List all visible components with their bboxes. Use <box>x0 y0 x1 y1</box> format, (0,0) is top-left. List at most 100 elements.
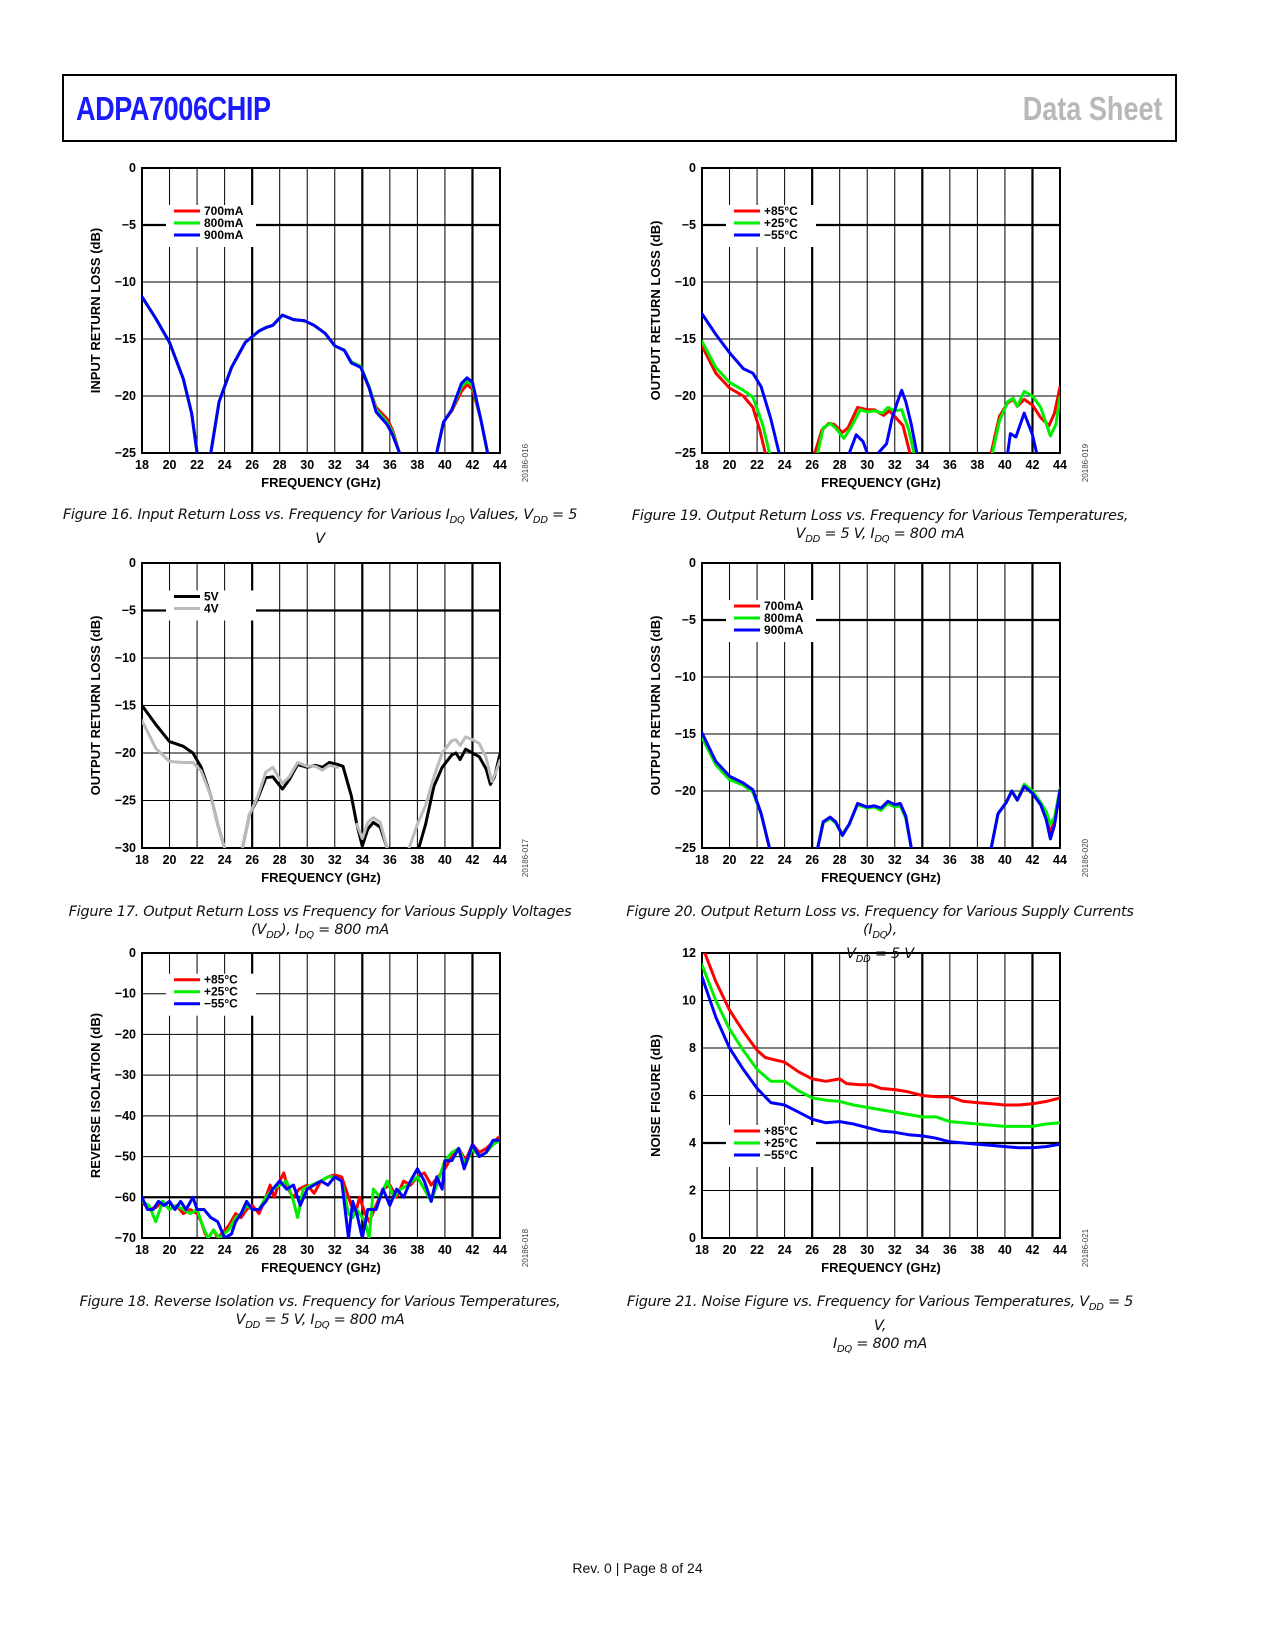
x-tick-label: 40 <box>998 458 1012 472</box>
caption-subscript: DD <box>1088 1301 1104 1313</box>
caption-line-1: Figure 16. Input Return Loss vs. Frequen… <box>62 507 578 547</box>
figure-16-caption: Figure 16. Input Return Loss vs. Frequen… <box>60 506 580 548</box>
caption-subscript: DD <box>805 533 821 545</box>
x-tick-label: 36 <box>943 458 957 472</box>
figure-id: 20186-018 <box>521 1228 530 1267</box>
series-line-85C <box>703 953 1060 1107</box>
page-header: ADPA7006CHIP Data Sheet <box>62 74 1177 142</box>
x-tick-label: 34 <box>915 458 929 472</box>
x-tick-label: 42 <box>1026 853 1040 867</box>
x-tick-label: 34 <box>355 458 369 472</box>
series-line-55C <box>876 388 919 453</box>
series-line-5V <box>241 761 389 848</box>
chart-svg: 18 20 22 24 26 28 30 32 34 36 38 40 42 44 0 −5 −10 −15 −20… <box>648 556 1090 885</box>
caption-line-2: VDD = 5 V <box>846 945 914 965</box>
y-tick-label: −20 <box>115 1027 136 1041</box>
x-tick-label: 36 <box>943 853 957 867</box>
y-tick-label: −25 <box>115 794 136 808</box>
x-tick-label: 20 <box>163 458 177 472</box>
x-tick-label: 30 <box>860 853 874 867</box>
x-tick-label: 18 <box>695 1243 709 1257</box>
legend-label: −55°C <box>764 228 798 242</box>
legend-label: 800mA <box>764 611 804 625</box>
series-line-800mA <box>816 802 913 848</box>
y-tick-label: 0 <box>689 161 696 175</box>
legend-label: −55°C <box>204 997 238 1011</box>
x-tick-label: 18 <box>135 853 149 867</box>
caption-subscript: DD <box>855 953 871 965</box>
x-tick-label: 34 <box>915 853 929 867</box>
x-tick-label: 36 <box>383 1243 397 1257</box>
x-tick-label: 18 <box>135 1243 149 1257</box>
caption-line-2: VDD = 5 V, IDQ = 800 mA <box>235 1312 405 1331</box>
x-tick-label: 24 <box>218 853 232 867</box>
x-tick-label: 30 <box>300 853 314 867</box>
figure-id: 20186-019 <box>1081 443 1090 482</box>
y-tick-label: −15 <box>115 699 136 713</box>
x-tick-label: 40 <box>438 1243 452 1257</box>
figure-17-caption: Figure 17. Output Return Loss vs Frequen… <box>60 903 580 945</box>
y-axis-label: NOISE FIGURE (dB) <box>648 1034 663 1157</box>
figure-21: 18 20 22 24 26 28 30 32 34 36 38 40 42 44 12 10 8 6 4 2 0 FRE… <box>640 945 1100 1285</box>
figure-id: 20186-021 <box>1081 1228 1090 1267</box>
caption-subscript: DQ <box>298 929 314 941</box>
x-tick-label: 20 <box>723 853 737 867</box>
plot-frame <box>701 167 1061 454</box>
y-tick-label: −5 <box>122 604 136 618</box>
x-axis-label: FREQUENCY (GHz) <box>821 1260 941 1275</box>
legend-label: −55°C <box>764 1148 798 1162</box>
series-line-85C <box>702 344 767 453</box>
caption-line-2: (VDD), IDQ = 800 mA <box>251 922 389 941</box>
series-line-25C <box>142 1138 500 1238</box>
series-line-55C <box>847 433 869 453</box>
series-line-900mA <box>142 295 199 453</box>
y-tick-label: 12 <box>682 946 696 960</box>
y-tick-label: 0 <box>129 161 136 175</box>
x-tick-label: 26 <box>805 458 819 472</box>
caption-line-1: Figure 18. Reverse Isolation vs. Frequen… <box>79 1294 561 1310</box>
caption-subscript: DQ <box>314 1319 330 1331</box>
series-line-55C <box>702 975 1060 1150</box>
y-axis-label: OUTPUT RETURN LOSS (dB) <box>648 616 663 796</box>
x-tick-label: 22 <box>750 458 764 472</box>
y-tick-label: −5 <box>122 218 136 232</box>
x-tick-label: 26 <box>805 853 819 867</box>
x-tick-label: 24 <box>778 853 792 867</box>
y-tick-label: −15 <box>115 332 136 346</box>
y-tick-label: 0 <box>129 946 136 960</box>
y-tick-label: −40 <box>115 1109 136 1123</box>
x-tick-label: 20 <box>163 1243 177 1257</box>
chart-svg: 18 20 22 24 26 28 30 32 34 36 38 40 42 44 0 −5 −10 −15 −20… <box>648 161 1090 490</box>
series-line-5V <box>417 747 500 848</box>
doc-type-label: Data Sheet <box>1023 90 1163 127</box>
product-title: ADPA7006CHIP <box>76 90 271 127</box>
x-tick-label: 44 <box>493 458 507 472</box>
y-tick-label: −30 <box>115 1068 136 1082</box>
series-group <box>702 312 1060 453</box>
chart-svg: 18 20 22 24 26 28 30 32 34 36 38 40 42 44 0 −5 −10 −15 −20… <box>88 161 530 490</box>
figure-19-caption: Figure 19. Output Return Loss vs. Freque… <box>620 507 1140 549</box>
x-axis-label: FREQUENCY (GHz) <box>261 1260 381 1275</box>
x-tick-label: 24 <box>778 458 792 472</box>
x-tick-label: 44 <box>1053 853 1067 867</box>
caption-line-1: Figure 20. Output Return Loss vs. Freque… <box>626 904 1134 941</box>
legend-label: 700mA <box>204 204 244 218</box>
x-tick-label: 24 <box>218 1243 232 1257</box>
series-line-85C <box>142 1134 500 1238</box>
y-tick-label: 0 <box>689 556 696 570</box>
x-tick-label: 28 <box>833 458 847 472</box>
x-tick-label: 42 <box>466 853 480 867</box>
x-axis-label: FREQUENCY (GHz) <box>261 475 381 490</box>
y-tick-label: −25 <box>675 446 696 460</box>
x-tick-label: 38 <box>970 458 984 472</box>
x-tick-label: 30 <box>300 458 314 472</box>
x-tick-label: 38 <box>410 853 424 867</box>
plot-frame <box>701 562 1061 849</box>
x-tick-label: 26 <box>805 1243 819 1257</box>
x-tick-label: 28 <box>273 853 287 867</box>
x-tick-label: 18 <box>695 458 709 472</box>
figure-19: 18 20 22 24 26 28 30 32 34 36 38 40 42 44 0 −5 −10 −15 −20… <box>640 160 1100 500</box>
x-tick-label: 22 <box>750 1243 764 1257</box>
x-tick-label: 44 <box>493 853 507 867</box>
x-tick-label: 32 <box>328 458 342 472</box>
